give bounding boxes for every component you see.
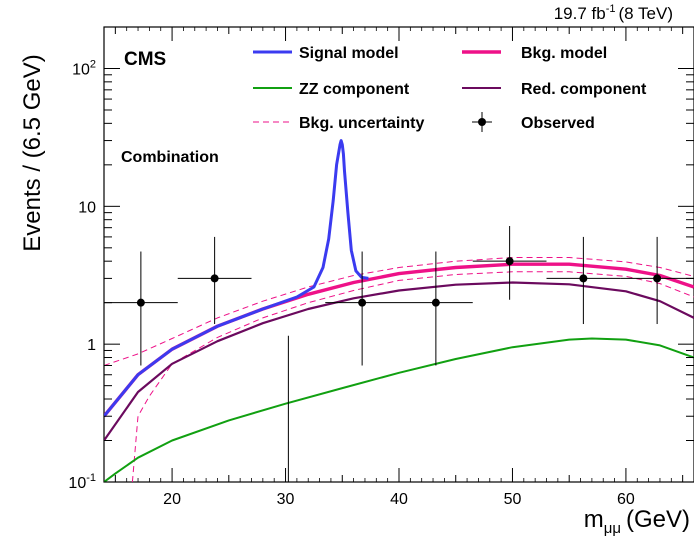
legend: Signal model Bkg. model ZZ component Red… [253,45,647,132]
series-line-signal [104,139,369,418]
series-line-unc-lower [131,271,694,482]
x-axis-title: mμμ (GeV) [584,506,690,537]
observed-point [104,251,178,366]
observed-point [472,225,547,300]
legend-label-red: Red. component [521,81,647,98]
x-tick-label: 40 [390,491,408,508]
series-line-zz [104,337,694,482]
cms-label: CMS [124,49,166,70]
x-tick-label: 50 [504,491,522,508]
observed-point [325,251,399,366]
observed-point [399,251,473,366]
observed-marker [653,274,662,283]
x-tick-label: 60 [617,491,635,508]
observed-point [620,236,694,325]
channel-label: Combination [121,149,219,166]
legend-swatch-obs [472,112,492,132]
lumi-unit-superscript: -1 [606,3,616,15]
x-axis-symbol: m [584,506,604,533]
observed-layer [104,225,694,482]
observed-marker [431,298,440,307]
legend-label-unc: Bkg. uncertainty [299,115,424,132]
observed-point [177,236,252,325]
y-tick-label: 10 [78,199,96,216]
observed-marker [136,298,145,307]
series-layer [104,139,694,482]
series-line-unc [104,257,694,366]
observed-marker [579,274,588,283]
energy-label: (8 TeV) [619,4,674,23]
series-line-red [104,281,694,442]
lumi-label: 19.7 fb-1 (8 TeV) [554,3,673,23]
y-axis-title: Events / (6.5 GeV) [19,54,46,251]
y-tick-label: 1 [87,337,96,354]
legend-label-signal: Signal model [299,45,399,62]
observed-marker [358,298,367,307]
legend-label-bkg: Bkg. model [521,45,607,62]
observed-marker [210,274,219,283]
observed-marker [505,257,514,266]
x-axis-unit: (GeV) [626,506,690,533]
lumi-value: 19.7 fb [554,4,606,23]
y-tick-label: 10-1 [68,472,96,492]
legend-label-zz: ZZ component [299,81,410,98]
x-tick-label: 30 [277,491,295,508]
y-tick-label: 102 [72,58,96,78]
axis-layer: 20 30 40 50 60 10-1 1 10 102 [68,26,694,508]
observed-point [546,236,621,325]
x-axis-subscript: μμ [604,520,621,537]
x-tick-label: 20 [163,491,181,508]
legend-label-obs: Observed [521,115,595,132]
